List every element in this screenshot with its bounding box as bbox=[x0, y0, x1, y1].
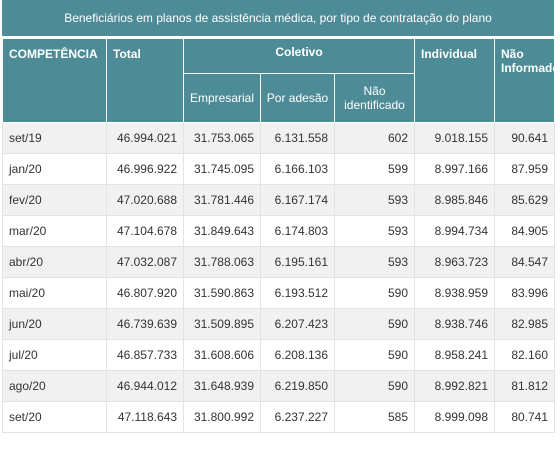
cell-por-adesao: 6.208.136 bbox=[260, 339, 335, 371]
cell-nao-identificado: 590 bbox=[334, 277, 416, 309]
cell-competencia: abr/20 bbox=[2, 246, 107, 278]
table-row: mai/20 46.807.920 31.590.863 6.193.512 5… bbox=[2, 277, 556, 309]
cell-total: 47.118.643 bbox=[106, 401, 184, 433]
cell-total: 46.996.922 bbox=[106, 153, 184, 185]
header-empresarial: Empresarial bbox=[183, 73, 261, 123]
cell-individual: 8.994.734 bbox=[414, 215, 496, 247]
cell-competencia: set/19 bbox=[2, 122, 107, 154]
cell-nao-informado: 81.812 bbox=[494, 370, 556, 402]
table-body: set/19 46.994.021 31.753.065 6.131.558 6… bbox=[2, 122, 556, 433]
cell-individual: 8.938.746 bbox=[414, 308, 496, 340]
cell-total: 46.739.639 bbox=[106, 308, 184, 340]
cell-individual: 8.958.241 bbox=[414, 339, 496, 371]
cell-por-adesao: 6.237.227 bbox=[260, 401, 335, 433]
cell-individual: 8.938.959 bbox=[414, 277, 496, 309]
cell-por-adesao: 6.207.423 bbox=[260, 308, 335, 340]
header-total: Total bbox=[106, 38, 184, 123]
table-row: mar/20 47.104.678 31.849.643 6.174.803 5… bbox=[2, 215, 556, 247]
cell-empresarial: 31.849.643 bbox=[183, 215, 261, 247]
cell-total: 46.807.920 bbox=[106, 277, 184, 309]
cell-nao-identificado: 590 bbox=[334, 339, 416, 371]
cell-competencia: jun/20 bbox=[2, 308, 107, 340]
cell-nao-informado: 82.160 bbox=[494, 339, 556, 371]
header-competencia: COMPETÊNCIA bbox=[2, 38, 107, 123]
cell-total: 47.020.688 bbox=[106, 184, 184, 216]
cell-nao-informado: 87.959 bbox=[494, 153, 556, 185]
table-row: ago/20 46.944.012 31.648.939 6.219.850 5… bbox=[2, 370, 556, 402]
table-row: set/20 47.118.643 31.800.992 6.237.227 5… bbox=[2, 401, 556, 433]
cell-nao-identificado: 599 bbox=[334, 153, 416, 185]
cell-individual: 8.985.846 bbox=[414, 184, 496, 216]
cell-nao-informado: 85.629 bbox=[494, 184, 556, 216]
table-row: fev/20 47.020.688 31.781.446 6.167.174 5… bbox=[2, 184, 556, 216]
cell-nao-identificado: 590 bbox=[334, 370, 416, 402]
header-nao-identificado: Não identificado bbox=[333, 73, 416, 123]
cell-total: 46.994.021 bbox=[106, 122, 184, 154]
cell-nao-identificado: 593 bbox=[334, 184, 416, 216]
cell-nao-informado: 84.905 bbox=[494, 215, 556, 247]
cell-empresarial: 31.753.065 bbox=[183, 122, 261, 154]
cell-empresarial: 31.781.446 bbox=[183, 184, 261, 216]
header-nao-informado: Não Informado bbox=[494, 38, 560, 123]
cell-individual: 8.963.723 bbox=[414, 246, 496, 278]
cell-nao-informado: 83.996 bbox=[494, 277, 556, 309]
cell-total: 47.104.678 bbox=[106, 215, 184, 247]
cell-nao-identificado: 585 bbox=[334, 401, 416, 433]
table-row: set/19 46.994.021 31.753.065 6.131.558 6… bbox=[2, 122, 556, 154]
beneficiarios-table: COMPETÊNCIA Total Coletivo Individual Nã… bbox=[2, 38, 560, 433]
table-row: abr/20 47.032.087 31.788.063 6.195.161 5… bbox=[2, 246, 556, 278]
cell-nao-identificado: 590 bbox=[334, 308, 416, 340]
cell-total: 46.857.733 bbox=[106, 339, 184, 371]
data-table-container: Beneficiários em planos de assistência m… bbox=[2, 0, 560, 433]
cell-competencia: jul/20 bbox=[2, 339, 107, 371]
cell-individual: 8.992.821 bbox=[414, 370, 496, 402]
cell-empresarial: 31.608.606 bbox=[183, 339, 261, 371]
cell-total: 46.944.012 bbox=[106, 370, 184, 402]
cell-individual: 9.018.155 bbox=[414, 122, 496, 154]
cell-empresarial: 31.800.992 bbox=[183, 401, 261, 433]
cell-competencia: set/20 bbox=[2, 401, 107, 433]
table-caption: Beneficiários em planos de assistência m… bbox=[2, 0, 554, 36]
cell-competencia: fev/20 bbox=[2, 184, 107, 216]
cell-nao-informado: 82.985 bbox=[494, 308, 556, 340]
cell-empresarial: 31.745.095 bbox=[183, 153, 261, 185]
cell-nao-informado: 90.641 bbox=[494, 122, 556, 154]
cell-empresarial: 31.590.863 bbox=[183, 277, 261, 309]
cell-individual: 8.999.098 bbox=[414, 401, 496, 433]
cell-empresarial: 31.509.895 bbox=[183, 308, 261, 340]
cell-por-adesao: 6.174.803 bbox=[260, 215, 335, 247]
cell-nao-identificado: 602 bbox=[334, 122, 416, 154]
cell-por-adesao: 6.193.512 bbox=[260, 277, 335, 309]
cell-por-adesao: 6.195.161 bbox=[260, 246, 335, 278]
cell-empresarial: 31.788.063 bbox=[183, 246, 261, 278]
table-row: jun/20 46.739.639 31.509.895 6.207.423 5… bbox=[2, 308, 556, 340]
header-por-adesao: Por adesão bbox=[260, 73, 335, 123]
cell-empresarial: 31.648.939 bbox=[183, 370, 261, 402]
cell-nao-identificado: 593 bbox=[334, 246, 416, 278]
table-row: jul/20 46.857.733 31.608.606 6.208.136 5… bbox=[2, 339, 556, 371]
cell-total: 47.032.087 bbox=[106, 246, 184, 278]
table-row: jan/20 46.996.922 31.745.095 6.166.103 5… bbox=[2, 153, 556, 185]
cell-competencia: mai/20 bbox=[2, 277, 107, 309]
cell-nao-identificado: 593 bbox=[334, 215, 416, 247]
cell-por-adesao: 6.219.850 bbox=[260, 370, 335, 402]
cell-individual: 8.997.166 bbox=[414, 153, 496, 185]
cell-competencia: ago/20 bbox=[2, 370, 107, 402]
cell-competencia: mar/20 bbox=[2, 215, 107, 247]
cell-nao-informado: 84.547 bbox=[494, 246, 556, 278]
cell-por-adesao: 6.167.174 bbox=[260, 184, 335, 216]
cell-por-adesao: 6.131.558 bbox=[260, 122, 335, 154]
header-coletivo: Coletivo bbox=[182, 38, 416, 74]
cell-competencia: jan/20 bbox=[2, 153, 107, 185]
cell-por-adesao: 6.166.103 bbox=[260, 153, 335, 185]
header-individual: Individual bbox=[414, 38, 496, 123]
cell-nao-informado: 80.741 bbox=[494, 401, 556, 433]
